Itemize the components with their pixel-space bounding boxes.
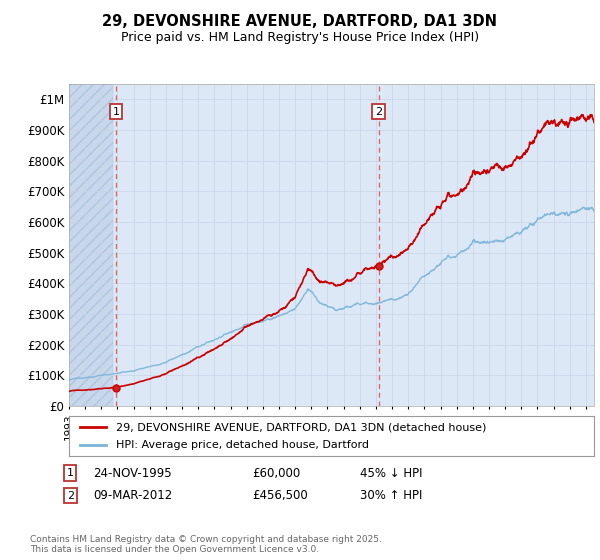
Text: 30% ↑ HPI: 30% ↑ HPI (360, 489, 422, 502)
Text: HPI: Average price, detached house, Dartford: HPI: Average price, detached house, Dart… (116, 440, 369, 450)
Text: 24-NOV-1995: 24-NOV-1995 (93, 466, 172, 480)
Text: 2: 2 (67, 491, 74, 501)
Text: 09-MAR-2012: 09-MAR-2012 (93, 489, 172, 502)
Text: 45% ↓ HPI: 45% ↓ HPI (360, 466, 422, 480)
Text: £456,500: £456,500 (252, 489, 308, 502)
Text: Price paid vs. HM Land Registry's House Price Index (HPI): Price paid vs. HM Land Registry's House … (121, 31, 479, 44)
Text: 1: 1 (112, 106, 119, 116)
Text: 2: 2 (375, 106, 382, 116)
Text: £60,000: £60,000 (252, 466, 300, 480)
Text: Contains HM Land Registry data © Crown copyright and database right 2025.
This d: Contains HM Land Registry data © Crown c… (30, 535, 382, 554)
Text: 29, DEVONSHIRE AVENUE, DARTFORD, DA1 3DN: 29, DEVONSHIRE AVENUE, DARTFORD, DA1 3DN (103, 14, 497, 29)
Text: 29, DEVONSHIRE AVENUE, DARTFORD, DA1 3DN (detached house): 29, DEVONSHIRE AVENUE, DARTFORD, DA1 3DN… (116, 422, 487, 432)
Text: 1: 1 (67, 468, 74, 478)
